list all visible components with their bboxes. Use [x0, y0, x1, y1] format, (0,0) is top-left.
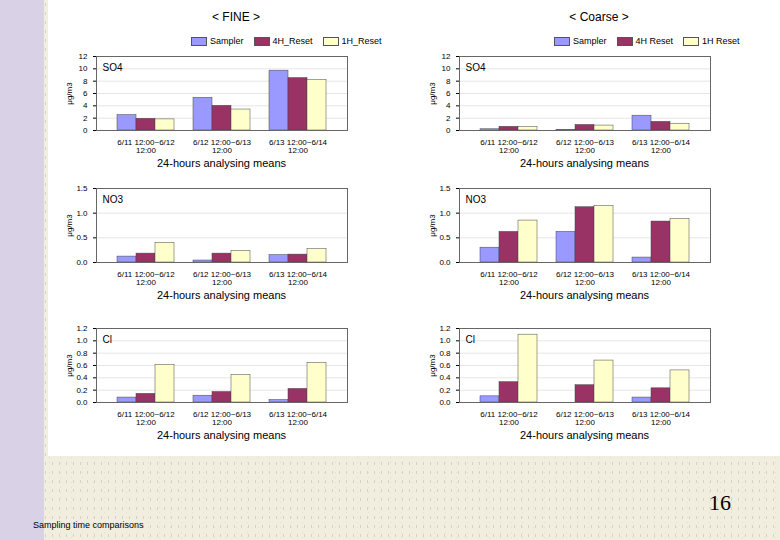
html-text:4H_Reset: 4H_Reset	[272, 36, 313, 46]
svg-text:2: 2	[446, 114, 451, 123]
svg-text:μg/m3: μg/m3	[428, 82, 437, 105]
svg-text:10: 10	[442, 64, 451, 73]
svg-text:6/12 12:00~6/1312:00: 6/12 12:00~6/1312:00	[193, 270, 252, 287]
svg-text:0.6: 0.6	[439, 361, 451, 370]
svg-text:0.2: 0.2	[76, 386, 88, 395]
html-text:24-hours analysing means: 24-hours analysing means	[520, 157, 649, 169]
svg-text:4: 4	[83, 101, 88, 110]
svg-text:6/12 12:00~6/1312:00: 6/12 12:00~6/1312:00	[193, 410, 252, 427]
svg-text:0: 0	[446, 126, 451, 135]
svg-text:6/11 12:00~6/1212:00: 6/11 12:00~6/1212:00	[117, 270, 175, 287]
html-text:< FINE >: < FINE >	[212, 10, 260, 24]
svg-text:6/13 12:00~6/1412:00: 6/13 12:00~6/1412:00	[269, 410, 328, 427]
svg-text:1.5: 1.5	[76, 184, 88, 193]
svg-text:1.0: 1.0	[76, 209, 88, 218]
svg-text:μg/m3: μg/m3	[428, 214, 437, 237]
svg-text:6/13 12:00~6/1412:00: 6/13 12:00~6/1412:00	[632, 138, 691, 155]
html-text:24-hours analysing means: 24-hours analysing means	[520, 289, 649, 301]
svg-text:6/11 12:00~6/1212:00: 6/11 12:00~6/1212:00	[480, 138, 538, 155]
svg-text:2: 2	[83, 114, 88, 123]
svg-text:0.5: 0.5	[439, 233, 451, 242]
html-text:24-hours analysing means: 24-hours analysing means	[520, 429, 649, 441]
svg-text:0: 0	[83, 126, 88, 135]
svg-text:6/11 12:00~6/1212:00: 6/11 12:00~6/1212:00	[480, 410, 538, 427]
html-text:1H Reset: 1H Reset	[702, 36, 740, 46]
svg-text:μg/m3: μg/m3	[65, 82, 74, 105]
svg-text:6: 6	[446, 89, 451, 98]
svg-text:1.0: 1.0	[439, 336, 451, 345]
svg-text:0.8: 0.8	[76, 349, 88, 358]
svg-text:0.2: 0.2	[439, 386, 451, 395]
svg-text:12: 12	[79, 52, 88, 61]
svg-text:12: 12	[442, 52, 451, 61]
svg-text:6/13 12:00~6/1412:00: 6/13 12:00~6/1412:00	[632, 410, 691, 427]
svg-text:1.2: 1.2	[76, 324, 88, 333]
svg-text:6: 6	[83, 89, 88, 98]
svg-text:8: 8	[83, 77, 88, 86]
html-text:1H_Reset: 1H_Reset	[341, 36, 382, 46]
svg-text:NO3: NO3	[466, 194, 487, 205]
svg-text:6/12 12:00~6/1312:00: 6/12 12:00~6/1312:00	[193, 138, 252, 155]
svg-text:6/12 12:00~6/1312:00: 6/12 12:00~6/1312:00	[556, 138, 615, 155]
svg-text:8: 8	[446, 77, 451, 86]
svg-text:μg/m3: μg/m3	[428, 354, 437, 377]
html-text:24-hours analysing means: 24-hours analysing means	[157, 429, 286, 441]
svg-text:4: 4	[446, 101, 451, 110]
svg-text:6/11 12:00~6/1212:00: 6/11 12:00~6/1212:00	[117, 410, 175, 427]
html-text:Sampling time comparisons: Sampling time comparisons	[33, 520, 144, 530]
svg-text:6/11 12:00~6/1212:00: 6/11 12:00~6/1212:00	[117, 138, 175, 155]
svg-text:1.0: 1.0	[439, 209, 451, 218]
svg-text:SO4: SO4	[103, 62, 123, 73]
svg-text:6/12 12:00~6/1312:00: 6/12 12:00~6/1312:00	[556, 270, 615, 287]
html-text:Sampler: Sampler	[573, 36, 607, 46]
svg-text:10: 10	[79, 64, 88, 73]
svg-text:6/11 12:00~6/1212:00: 6/11 12:00~6/1212:00	[480, 270, 538, 287]
html-text:24-hours analysing means: 24-hours analysing means	[157, 289, 286, 301]
svg-text:NO3: NO3	[103, 194, 124, 205]
html-text:4H Reset: 4H Reset	[635, 36, 673, 46]
svg-text:6/13 12:00~6/1412:00: 6/13 12:00~6/1412:00	[269, 270, 328, 287]
svg-text:0.5: 0.5	[76, 233, 88, 242]
svg-text:1.2: 1.2	[439, 324, 451, 333]
svg-text:0.8: 0.8	[439, 349, 451, 358]
html-text:Sampler: Sampler	[210, 36, 244, 46]
svg-text:0.0: 0.0	[76, 258, 88, 267]
svg-text:0.0: 0.0	[439, 398, 451, 407]
svg-text:μg/m3: μg/m3	[65, 354, 74, 377]
html-text:16: 16	[709, 490, 731, 515]
svg-text:1.5: 1.5	[439, 184, 451, 193]
svg-text:0.6: 0.6	[76, 361, 88, 370]
svg-text:SO4: SO4	[466, 62, 486, 73]
svg-text:6/12 12:00~6/1312:00: 6/12 12:00~6/1312:00	[556, 410, 615, 427]
html-text:24-hours analysing means: 24-hours analysing means	[157, 157, 286, 169]
svg-text:6/13 12:00~6/1412:00: 6/13 12:00~6/1412:00	[632, 270, 691, 287]
svg-text:0.4: 0.4	[439, 373, 451, 382]
html-text:< Coarse >: < Coarse >	[569, 10, 629, 24]
svg-text:0.0: 0.0	[76, 398, 88, 407]
svg-text:Cl: Cl	[103, 334, 112, 345]
svg-text:6/13 12:00~6/1412:00: 6/13 12:00~6/1412:00	[269, 138, 328, 155]
svg-text:Cl: Cl	[466, 334, 475, 345]
svg-text:0.4: 0.4	[76, 373, 88, 382]
svg-text:1.0: 1.0	[76, 336, 88, 345]
svg-text:0.0: 0.0	[439, 258, 451, 267]
svg-text:μg/m3: μg/m3	[65, 214, 74, 237]
